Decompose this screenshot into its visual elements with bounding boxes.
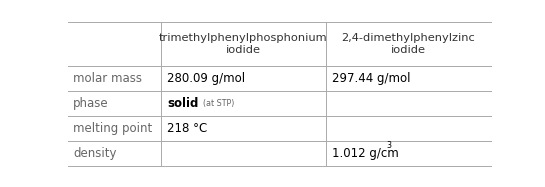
Text: 297.44 g/mol: 297.44 g/mol — [332, 72, 410, 85]
Text: molar mass: molar mass — [73, 72, 142, 85]
Text: density: density — [73, 147, 117, 160]
Text: 218 °C: 218 °C — [167, 122, 208, 135]
Text: melting point: melting point — [73, 122, 153, 135]
Text: solid: solid — [167, 97, 199, 110]
Text: 1.012 g/cm: 1.012 g/cm — [332, 147, 399, 160]
Text: (at STP): (at STP) — [198, 99, 234, 108]
Text: 280.09 g/mol: 280.09 g/mol — [167, 72, 245, 85]
Text: 3: 3 — [386, 141, 391, 150]
Text: trimethylphenylphosphonium
iodide: trimethylphenylphosphonium iodide — [159, 33, 328, 55]
Text: 2,4-dimethylphenylzinc
iodide: 2,4-dimethylphenylzinc iodide — [341, 33, 475, 55]
Text: phase: phase — [73, 97, 109, 110]
